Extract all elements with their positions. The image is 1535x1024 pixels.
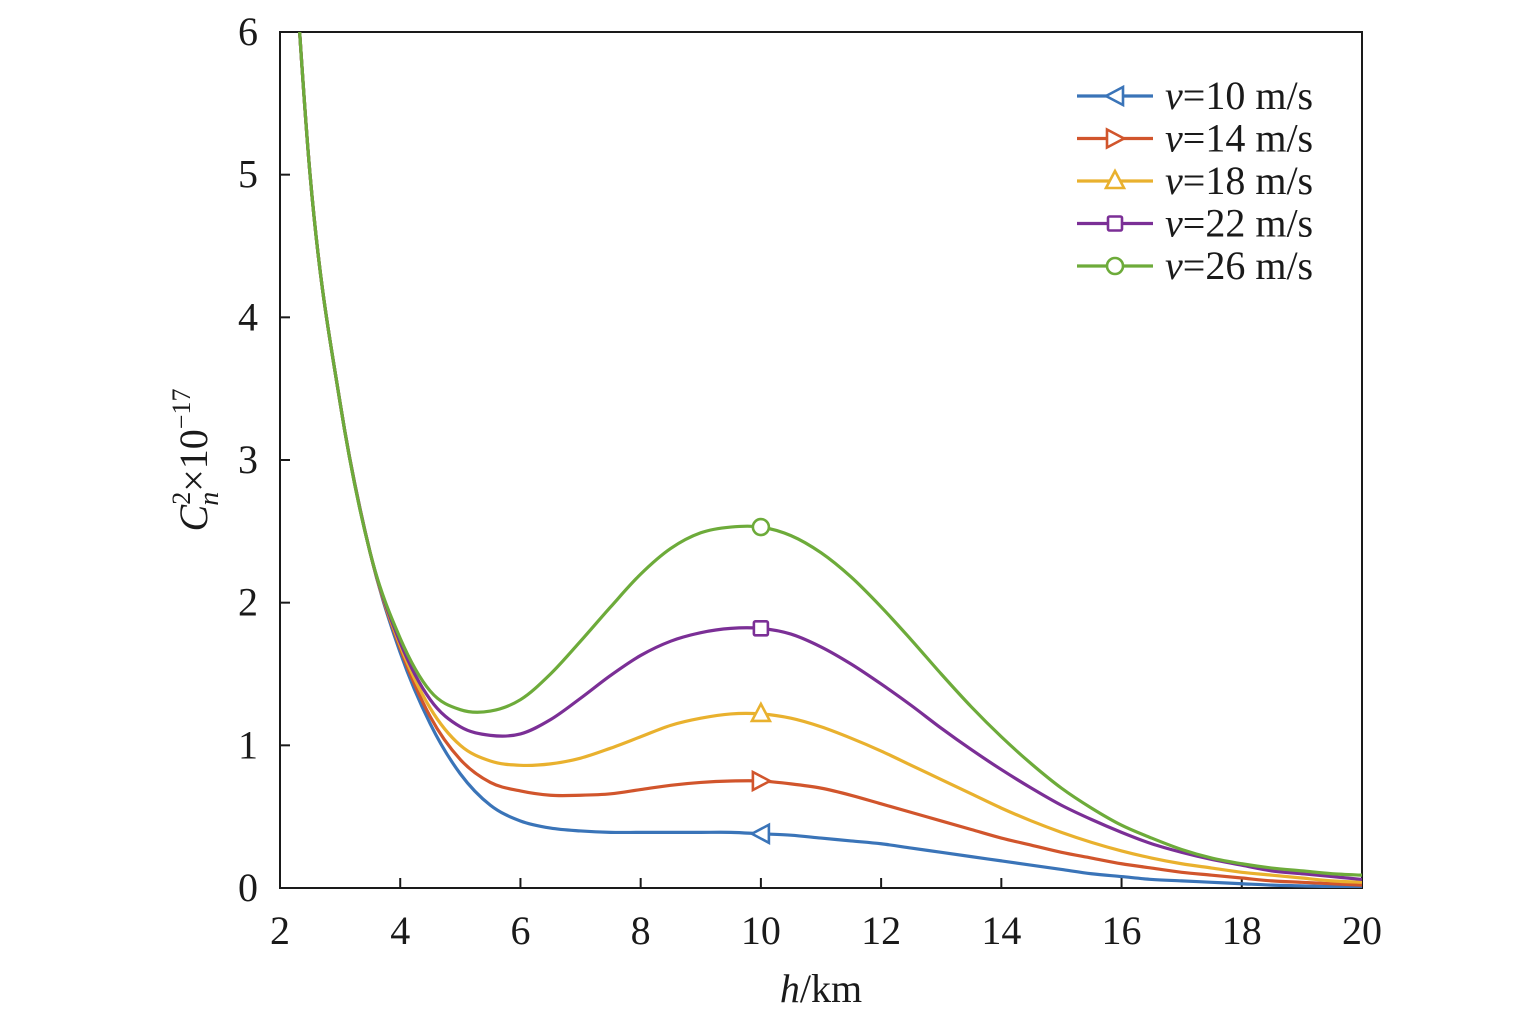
series-markers [749, 517, 773, 845]
y-tick-label: 0 [238, 865, 258, 910]
legend-label-var: v [1165, 116, 1183, 161]
legend-label-rest: =22 m/s [1183, 201, 1313, 246]
x-tick-label: 12 [861, 908, 901, 953]
x-axis-title-var: h [780, 966, 800, 1011]
legend-label-rest: =26 m/s [1183, 243, 1313, 288]
legend-label-var: v [1165, 158, 1183, 203]
series-marker [749, 822, 771, 845]
legend-marker [1105, 256, 1125, 276]
x-tick-label: 8 [631, 908, 651, 953]
y-axis-title-sup: 2 [167, 492, 196, 505]
legend-label-rest: =10 m/s [1183, 73, 1313, 118]
legend: v=10 m/sv=14 m/sv=18 m/sv=22 m/sv=26 m/s [1077, 73, 1313, 288]
x-tick-label: 14 [981, 908, 1021, 953]
y-axis-title-sub: n [194, 492, 225, 506]
y-tick-label: 5 [238, 152, 258, 197]
legend-label-rest: =14 m/s [1183, 116, 1313, 161]
y-tick-label: 6 [238, 9, 258, 54]
x-tick-label: 4 [390, 908, 410, 953]
y-tick-label: 1 [238, 722, 258, 767]
legend-label-var: v [1165, 243, 1183, 288]
series-marker [749, 701, 773, 723]
x-tick-label: 2 [270, 908, 290, 953]
legend-label: v=14 m/s [1165, 116, 1313, 161]
series-line [297, 32, 1362, 877]
legend-label: v=22 m/s [1165, 201, 1313, 246]
legend-marker [1103, 84, 1125, 108]
x-axis-title-unit: /km [800, 966, 862, 1011]
series-marker [751, 769, 773, 793]
x-tick-label: 10 [741, 908, 781, 953]
x-tick-label: 16 [1102, 908, 1142, 953]
y-axis-title: C2n×10−17 [167, 389, 225, 532]
svg-text:C2n×10−17: C2n×10−17 [167, 389, 225, 532]
series-marker [752, 620, 770, 637]
legend-label: v=10 m/s [1165, 73, 1313, 118]
y-axis-title-var: C [171, 503, 216, 531]
legend-label-var: v [1165, 73, 1183, 118]
x-tick-label: 6 [510, 908, 530, 953]
legend-marker [1106, 215, 1124, 232]
y-tick-label: 3 [238, 437, 258, 482]
x-tick-label: 20 [1342, 908, 1382, 953]
y-axis: 0 1 2 3 4 5 6 [238, 9, 290, 910]
x-tick-label: 18 [1222, 908, 1262, 953]
legend-label-var: v [1165, 201, 1183, 246]
legend-label: v=18 m/s [1165, 158, 1313, 203]
legend-marker [1103, 168, 1127, 190]
legend-label-rest: =18 m/s [1183, 158, 1313, 203]
y-axis-title-exp: −17 [167, 389, 196, 430]
y-axis-title-scale: ×10 [171, 429, 216, 492]
legend-marker [1105, 127, 1127, 150]
series-lines [297, 32, 1362, 888]
x-axis-title: h/km [780, 966, 862, 1011]
series-marker [751, 517, 771, 537]
y-tick-label: 4 [238, 294, 258, 339]
legend-label: v=26 m/s [1165, 243, 1313, 288]
x-axis: 2 4 6 8 10 12 14 16 18 20 [270, 878, 1382, 953]
y-tick-label: 2 [238, 580, 258, 625]
